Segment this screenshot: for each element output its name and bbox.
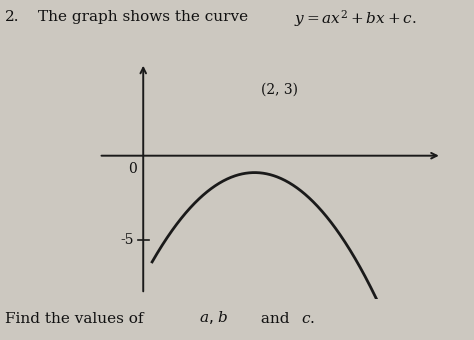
Text: $a$, $b$: $a$, $b$ xyxy=(199,309,228,326)
Text: $y = ax^2 + bx + c.$: $y = ax^2 + bx + c.$ xyxy=(294,8,417,29)
Text: $c$.: $c$. xyxy=(301,311,315,326)
Text: Find the values of: Find the values of xyxy=(5,312,148,326)
Text: 0: 0 xyxy=(128,162,137,175)
Text: 2.: 2. xyxy=(5,10,19,24)
Text: -5: -5 xyxy=(121,233,134,247)
Text: and: and xyxy=(256,312,294,326)
Text: The graph shows the curve: The graph shows the curve xyxy=(38,10,248,24)
Text: (2, 3): (2, 3) xyxy=(261,83,298,97)
